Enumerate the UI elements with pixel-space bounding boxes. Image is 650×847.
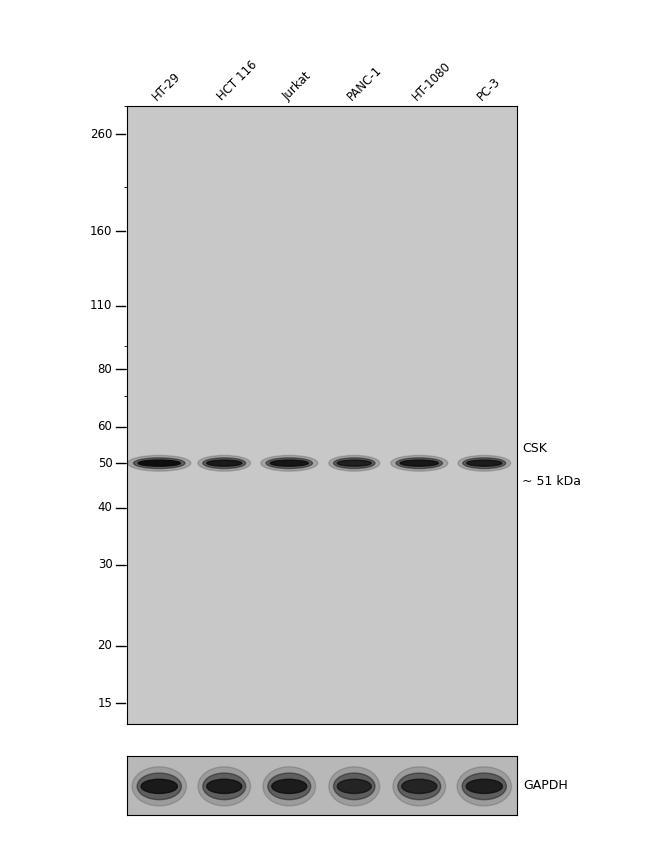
Ellipse shape [462,773,506,800]
Text: CSK: CSK [522,442,547,456]
Ellipse shape [329,767,380,806]
Ellipse shape [203,458,246,468]
Text: 60: 60 [98,420,112,434]
Ellipse shape [329,456,380,471]
Ellipse shape [466,779,502,794]
Ellipse shape [138,460,180,466]
Ellipse shape [137,773,181,800]
Text: PANC-1: PANC-1 [345,64,385,103]
Text: 80: 80 [98,363,112,376]
Text: 50: 50 [98,457,112,469]
Ellipse shape [261,456,318,471]
Text: HCT 116: HCT 116 [215,58,260,103]
Text: 40: 40 [98,501,112,514]
Text: 20: 20 [98,639,112,652]
Ellipse shape [400,460,438,466]
Text: PC-3: PC-3 [475,75,503,103]
Ellipse shape [263,767,316,806]
Text: 110: 110 [90,300,112,313]
Text: ~ 51 kDa: ~ 51 kDa [522,475,581,489]
Ellipse shape [467,460,502,466]
Ellipse shape [198,767,251,806]
Text: HT-29: HT-29 [150,70,183,103]
Ellipse shape [398,773,441,800]
Ellipse shape [396,458,443,468]
Ellipse shape [272,779,307,794]
Text: 160: 160 [90,224,112,238]
Text: HT-1080: HT-1080 [410,59,454,103]
Ellipse shape [207,460,242,466]
Text: 15: 15 [98,697,112,710]
Ellipse shape [132,767,187,806]
Text: Jurkat: Jurkat [280,69,314,103]
Ellipse shape [402,779,437,794]
Text: 260: 260 [90,128,112,141]
Ellipse shape [266,458,313,468]
Ellipse shape [127,456,191,471]
Text: 30: 30 [98,558,112,572]
Ellipse shape [207,779,242,794]
Ellipse shape [203,773,246,800]
Ellipse shape [337,779,371,794]
Ellipse shape [337,460,371,466]
Ellipse shape [141,779,177,794]
Ellipse shape [270,460,308,466]
Ellipse shape [458,456,511,471]
Ellipse shape [333,773,375,800]
Ellipse shape [463,458,506,468]
Ellipse shape [457,767,512,806]
Ellipse shape [333,458,375,468]
Ellipse shape [391,456,448,471]
Text: GAPDH: GAPDH [523,778,568,792]
Ellipse shape [198,456,251,471]
Ellipse shape [268,773,311,800]
Ellipse shape [133,458,185,468]
Ellipse shape [393,767,446,806]
